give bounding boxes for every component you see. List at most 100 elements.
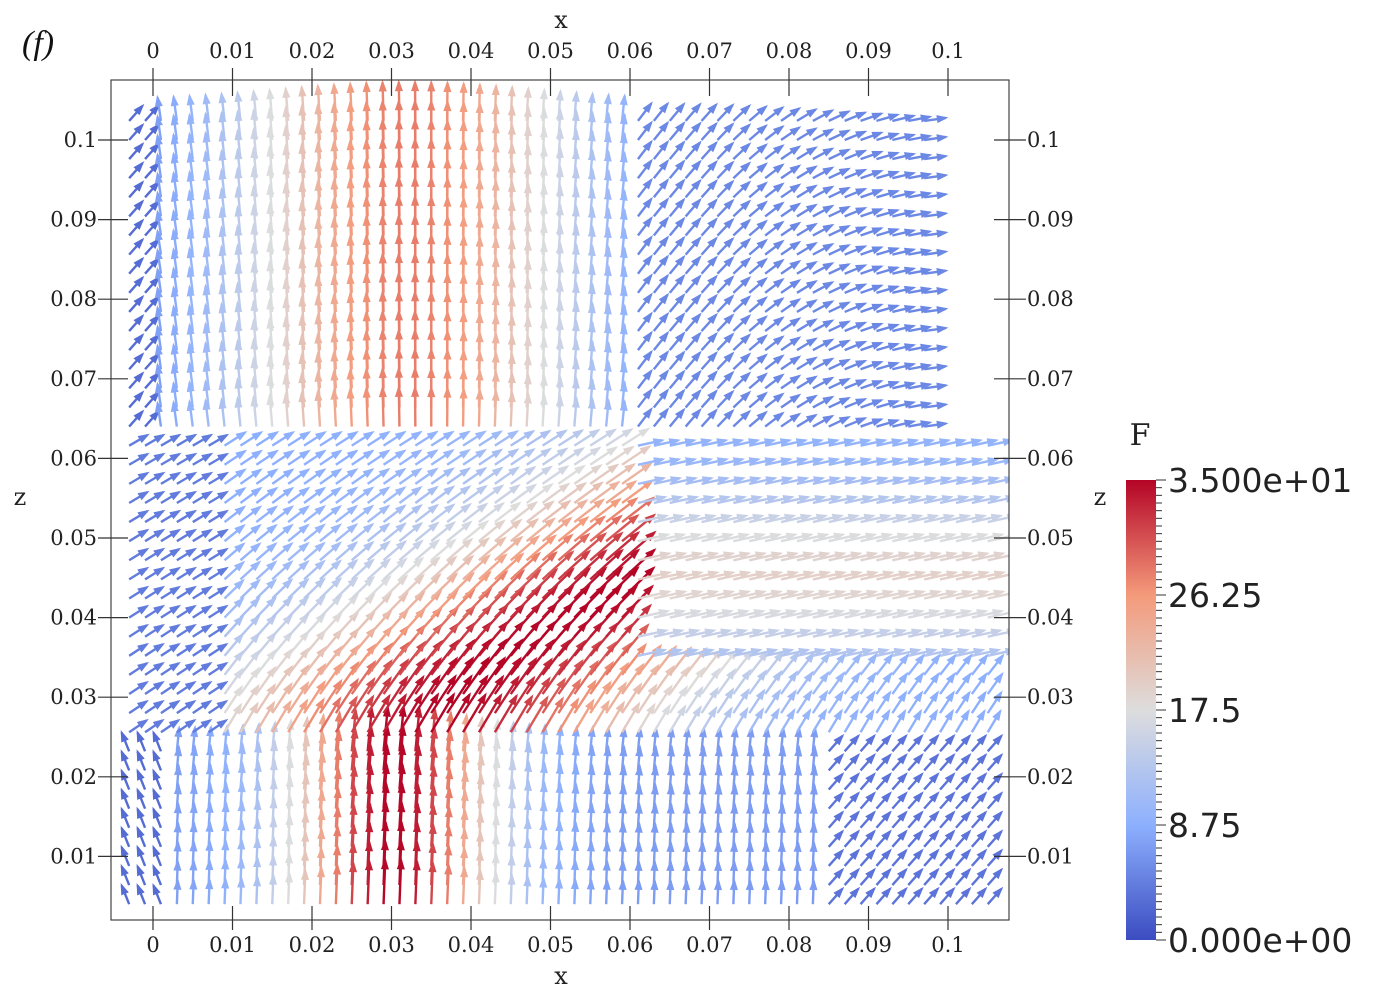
vector-arrowhead [577,515,590,527]
vector-arrowhead [186,322,195,335]
vector-arrowhead [366,643,377,655]
vector-arrowhead [152,699,165,710]
vector-arrowhead [912,791,924,803]
vector-arrowhead [120,883,129,896]
vector-arrowhead [216,661,229,672]
vector-arrowhead [658,330,670,343]
vector-arrowhead [149,103,161,116]
vector-arrowhead [642,254,653,266]
vector-arrowhead [542,483,554,494]
vector-arrowhead [739,295,752,307]
vector-arrowhead [216,642,229,653]
x-tick-label-bottom: 0.05 [527,933,574,957]
colorbar-tick-label: 3.500e+01 [1168,461,1352,500]
vector-arrowhead [218,91,227,104]
vector-arrowhead [756,372,768,384]
vector-arrowhead [833,886,845,899]
vector-arrowhead [378,449,391,460]
vector-arrowhead [380,575,392,587]
y-tick-label-left: 0.03 [50,685,97,709]
vector-arrowhead [169,490,182,501]
vector-arrowhead [920,210,933,219]
vector-arrowhead [930,671,941,684]
vector-arrowhead [754,707,765,720]
vector-arrowhead [912,753,924,765]
vector-arrowhead [992,733,1004,746]
vector-arrowhead [216,566,229,577]
vector-arrowhead [299,663,310,676]
vector-arrowhead [153,604,166,615]
vector-arrowhead [912,733,924,746]
vector-arrowhead [558,658,569,670]
vector-arrowhead [928,810,940,822]
vector-arrowhead [658,178,670,190]
vector-arrowhead [595,584,607,596]
vector-arrowhead [153,528,166,539]
vector-arrowhead [756,276,768,288]
x-tick-label-bottom: 0.09 [845,933,892,957]
vector-arrowhead [184,661,197,672]
vector-arrowhead [896,708,907,721]
vector-arrowhead [756,162,768,173]
vector-arrowhead [944,886,956,899]
vector-arrowhead [897,791,908,803]
vector-arrowhead [772,316,785,327]
vector-arrowhead [929,690,940,703]
vector-arrowhead [871,380,884,388]
vector-arrowhead [170,113,179,126]
vector-arrowhead [691,331,702,344]
vector-arrowhead [674,216,686,229]
colorbar-minor-ticks [1156,479,1166,941]
vector-arrowhead [282,449,295,460]
vector-arrowhead [170,208,179,221]
vector-arrowhead [314,523,326,534]
vector-arrowhead [475,466,488,477]
vector-arrowhead [642,215,653,228]
vector-arrowhead [397,591,409,603]
vector-arrowhead [153,642,166,653]
vector-arrowhead [442,449,455,459]
vector-arrowhead [170,227,179,241]
vector-arrowhead [871,189,884,197]
vector-arrowhead [266,560,278,572]
vector-arrowhead [944,829,956,841]
vector-arrowhead [850,671,861,684]
vector-arrowhead [267,430,280,441]
vector-arrowhead [756,410,768,422]
vector-arrowhead [619,150,628,163]
vector-arrowhead [920,171,933,180]
vector-arrowhead [833,867,845,880]
vector-arrowhead [608,480,621,491]
vector-arrowhead [678,685,689,698]
colorbar-tick-label: 8.75 [1168,806,1241,845]
vector-arrowhead [992,708,1002,721]
vector-arrowhead [249,560,262,572]
vector-arrowhead [615,700,626,713]
vector-arrowhead [838,282,852,291]
vector-arrowhead [149,218,161,230]
vector-arrowhead [1007,609,1009,614]
vector-arrowhead [200,718,213,729]
vector-arrowhead [912,886,924,899]
vector-arrowhead [234,505,247,516]
vector-arrowhead [992,810,1004,822]
vector-arrowhead [739,218,752,230]
vector-arrowhead [496,553,508,565]
vector-arrowhead [363,540,375,552]
vector-arrowhead [723,103,735,115]
vector-arrowhead [600,699,610,712]
vector-arrowhead [251,449,264,460]
vector-arrowhead [962,653,973,666]
vector-arrowhead [149,333,161,345]
y-axis-title-right: z [1094,483,1107,511]
y-tick-label-right: 0.07 [1027,367,1074,391]
vector-arrowhead [674,178,686,190]
vector-arrowhead [912,867,924,880]
vector-arrowhead [881,867,892,880]
x-tick-label-bottom: 0.04 [448,933,495,957]
vector-arrowhead [903,152,917,161]
vector-arrowhead [381,592,393,604]
vector-arrowhead [154,362,163,375]
vector-arrowhead [739,180,752,192]
vector-arrowhead [936,153,949,162]
